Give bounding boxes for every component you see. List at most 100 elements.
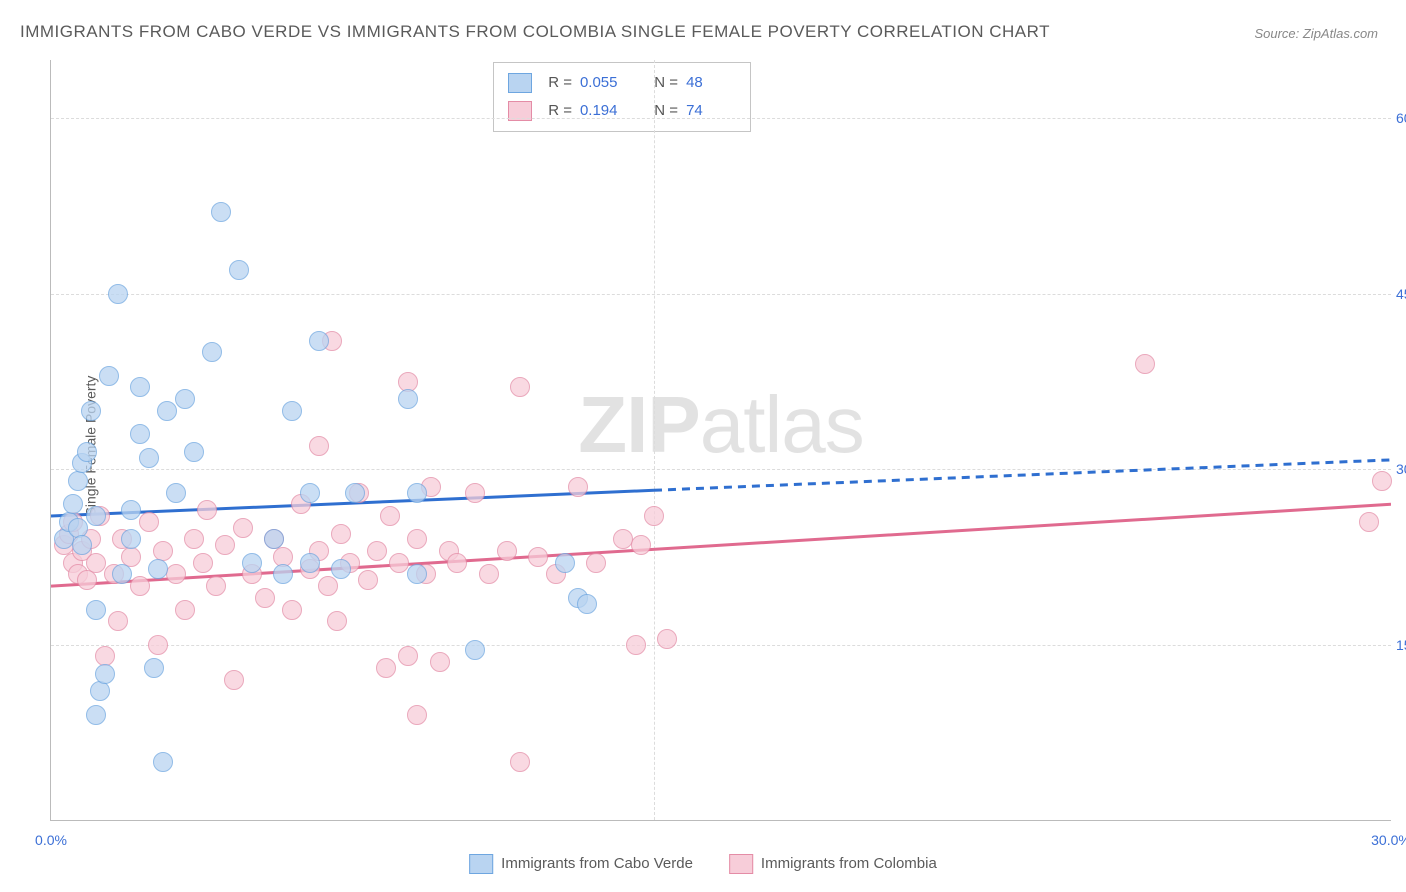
point-series-b [224,670,244,690]
gridline [51,469,1391,470]
plot-area: ZIPatlas R =0.055 N =48R =0.194 N =74 15… [50,60,1391,821]
point-series-b [193,553,213,573]
point-series-b [465,483,485,503]
x-tick-label: 30.0% [1371,832,1406,848]
point-series-b [1372,471,1392,491]
point-series-b [510,752,530,772]
gridline [51,645,1391,646]
point-series-b [447,553,467,573]
point-series-a [81,401,101,421]
y-tick-label: 30.0% [1396,461,1406,477]
point-series-a [242,553,262,573]
point-series-a [398,389,418,409]
point-series-b [148,635,168,655]
legend-row: R =0.055 N =48 [508,69,736,97]
point-series-b [206,576,226,596]
point-series-b [1359,512,1379,532]
point-series-a [63,494,83,514]
point-series-a [139,448,159,468]
point-series-a [121,529,141,549]
legend-item: Immigrants from Colombia [729,854,937,874]
point-series-b [380,506,400,526]
point-series-a [202,342,222,362]
point-series-a [86,506,106,526]
point-series-a [264,529,284,549]
gridline [51,294,1391,295]
point-series-a [121,500,141,520]
point-series-b [367,541,387,561]
point-series-b [389,553,409,573]
point-series-a [345,483,365,503]
legend-swatch [508,73,532,93]
point-series-b [528,547,548,567]
point-series-a [309,331,329,351]
point-series-a [95,664,115,684]
point-series-a [130,377,150,397]
point-series-a [184,442,204,462]
legend-item: Immigrants from Cabo Verde [469,854,693,874]
legend-label: Immigrants from Cabo Verde [501,855,693,872]
point-series-a [331,559,351,579]
legend-swatch [729,854,753,874]
legend-row: R =0.194 N =74 [508,97,736,125]
point-series-b [197,500,217,520]
point-series-a [300,553,320,573]
point-series-b [139,512,159,532]
point-series-b [255,588,275,608]
point-series-b [166,564,186,584]
point-series-a [68,471,88,491]
trend-lines [51,60,1391,820]
point-series-b [86,553,106,573]
point-series-a [77,442,97,462]
point-series-a [407,483,427,503]
point-series-a [90,681,110,701]
x-tick-label: 0.0% [35,832,67,848]
legend-swatch [469,854,493,874]
point-series-b [331,524,351,544]
point-series-b [130,576,150,596]
point-series-b [631,535,651,555]
series-legend: Immigrants from Cabo Verde Immigrants fro… [469,854,937,874]
point-series-b [568,477,588,497]
point-series-b [1135,354,1155,374]
point-series-b [376,658,396,678]
point-series-b [175,600,195,620]
point-series-b [282,600,302,620]
point-series-b [108,611,128,631]
y-tick-label: 15.0% [1396,637,1406,653]
point-series-a [229,260,249,280]
point-series-a [300,483,320,503]
gridline [654,60,655,820]
point-series-b [184,529,204,549]
point-series-b [510,377,530,397]
point-series-a [465,640,485,660]
point-series-a [153,752,173,772]
correlation-legend: R =0.055 N =48R =0.194 N =74 [493,62,751,132]
point-series-b [318,576,338,596]
chart-title: IMMIGRANTS FROM CABO VERDE VS IMMIGRANTS… [20,22,1050,42]
gridline [51,118,1391,119]
point-series-a [157,401,177,421]
y-tick-label: 45.0% [1396,286,1406,302]
point-series-b [586,553,606,573]
point-series-b [309,436,329,456]
point-series-b [77,570,97,590]
point-series-b [327,611,347,631]
point-series-a [166,483,186,503]
point-series-b [215,535,235,555]
point-series-a [273,564,293,584]
point-series-a [555,553,575,573]
point-series-b [479,564,499,584]
point-series-a [577,594,597,614]
point-series-b [497,541,517,561]
point-series-b [407,529,427,549]
point-series-b [430,652,450,672]
point-series-b [398,646,418,666]
point-series-a [211,202,231,222]
point-series-b [626,635,646,655]
point-series-a [130,424,150,444]
source-attribution: Source: ZipAtlas.com [1254,26,1378,41]
point-series-a [148,559,168,579]
point-series-a [86,600,106,620]
watermark: ZIPatlas [578,379,863,471]
